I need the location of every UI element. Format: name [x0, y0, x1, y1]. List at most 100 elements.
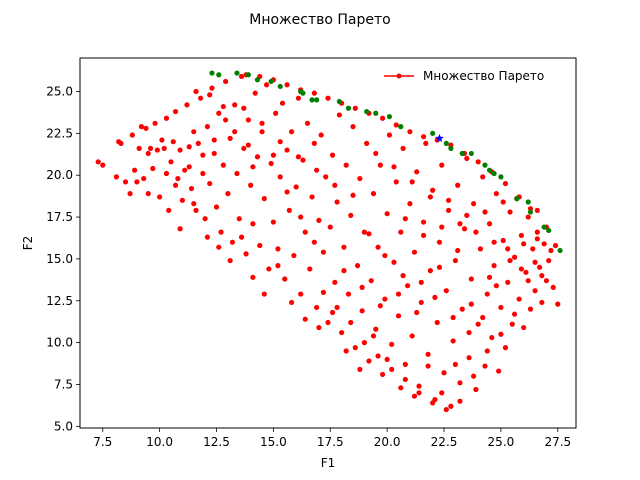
data-point — [227, 135, 233, 141]
data-point — [464, 212, 470, 218]
data-point — [482, 363, 488, 369]
y-tick-label: 5.0 — [54, 419, 73, 433]
pareto-front-point — [300, 90, 306, 96]
pareto-front-point — [216, 72, 222, 78]
data-point — [480, 174, 486, 180]
data-point — [204, 234, 211, 240]
data-point — [204, 124, 211, 130]
data-point — [186, 144, 192, 150]
data-point — [211, 137, 217, 143]
data-point — [259, 120, 265, 126]
data-point — [298, 214, 304, 220]
data-point — [254, 154, 261, 160]
data-point — [343, 162, 349, 168]
data-point — [348, 212, 354, 218]
data-point — [311, 90, 317, 96]
legend-marker — [396, 73, 402, 79]
data-point — [223, 78, 229, 85]
x-tick-label: 10.0 — [146, 435, 173, 449]
data-point — [436, 264, 443, 270]
data-point — [527, 306, 534, 312]
data-point — [250, 164, 256, 170]
data-point — [457, 398, 463, 404]
data-point — [197, 95, 204, 101]
data-point — [441, 370, 447, 376]
pareto-front-point — [527, 209, 534, 215]
data-point — [332, 279, 338, 285]
data-point — [389, 366, 395, 373]
data-point — [445, 197, 452, 203]
data-point — [364, 140, 370, 146]
pareto-front-point — [448, 145, 454, 152]
x-axis-label: F1 — [321, 456, 336, 470]
data-point — [521, 324, 527, 331]
data-point — [168, 159, 174, 165]
data-point — [304, 120, 311, 126]
data-point — [245, 142, 251, 148]
data-point — [500, 237, 506, 244]
data-point — [482, 209, 488, 215]
data-point — [232, 102, 238, 108]
data-point — [329, 152, 336, 158]
data-point — [505, 279, 511, 285]
data-point — [518, 232, 524, 239]
pareto-front-point — [345, 105, 352, 111]
data-point — [443, 288, 449, 294]
data-point — [536, 264, 543, 270]
data-point — [370, 333, 377, 339]
data-point — [163, 115, 170, 121]
y-axis-ticks: 5.0 7.5 10.0 12.5 15.0 17.5 20.0 22.5 25.0 — [46, 84, 80, 433]
data-point — [218, 229, 224, 235]
data-point — [555, 301, 561, 307]
data-point — [539, 299, 545, 306]
data-point — [154, 147, 160, 153]
data-point — [186, 164, 192, 170]
data-point — [414, 309, 420, 316]
data-point — [373, 326, 379, 332]
data-point — [138, 124, 145, 130]
data-point — [284, 189, 290, 195]
data-point — [184, 102, 190, 108]
data-point — [320, 289, 327, 295]
data-point — [170, 139, 176, 145]
data-point — [427, 194, 433, 200]
data-point — [152, 120, 158, 126]
data-point — [200, 170, 206, 177]
data-point — [261, 196, 267, 202]
y-tick-label: 15.0 — [46, 252, 73, 266]
data-point — [466, 329, 472, 336]
data-point — [307, 266, 313, 272]
data-point — [263, 82, 270, 88]
data-point — [220, 103, 226, 110]
data-point — [552, 242, 559, 249]
data-point — [207, 92, 213, 98]
data-point — [150, 165, 156, 172]
data-point — [366, 231, 372, 237]
y-tick-label: 10.0 — [46, 336, 73, 350]
data-point — [341, 244, 347, 250]
data-point — [334, 304, 340, 311]
data-point — [382, 296, 388, 302]
data-point — [473, 386, 479, 393]
data-point — [357, 366, 363, 373]
data-point — [161, 145, 167, 152]
data-point — [279, 100, 286, 106]
data-point — [525, 214, 531, 220]
data-point — [484, 291, 490, 297]
data-point — [238, 73, 245, 80]
data-point — [243, 251, 249, 257]
data-point — [436, 239, 443, 245]
y-tick-label: 25.0 — [46, 84, 73, 98]
data-point — [136, 145, 142, 152]
data-point — [336, 112, 342, 118]
pareto-front-point — [430, 130, 436, 136]
data-point — [314, 167, 320, 173]
data-point — [414, 169, 420, 175]
data-point — [141, 175, 147, 182]
data-point — [384, 356, 390, 362]
data-point — [352, 105, 358, 111]
pareto-front-point — [468, 150, 474, 157]
data-point — [489, 334, 495, 341]
data-point — [502, 345, 509, 351]
data-point — [373, 150, 379, 157]
